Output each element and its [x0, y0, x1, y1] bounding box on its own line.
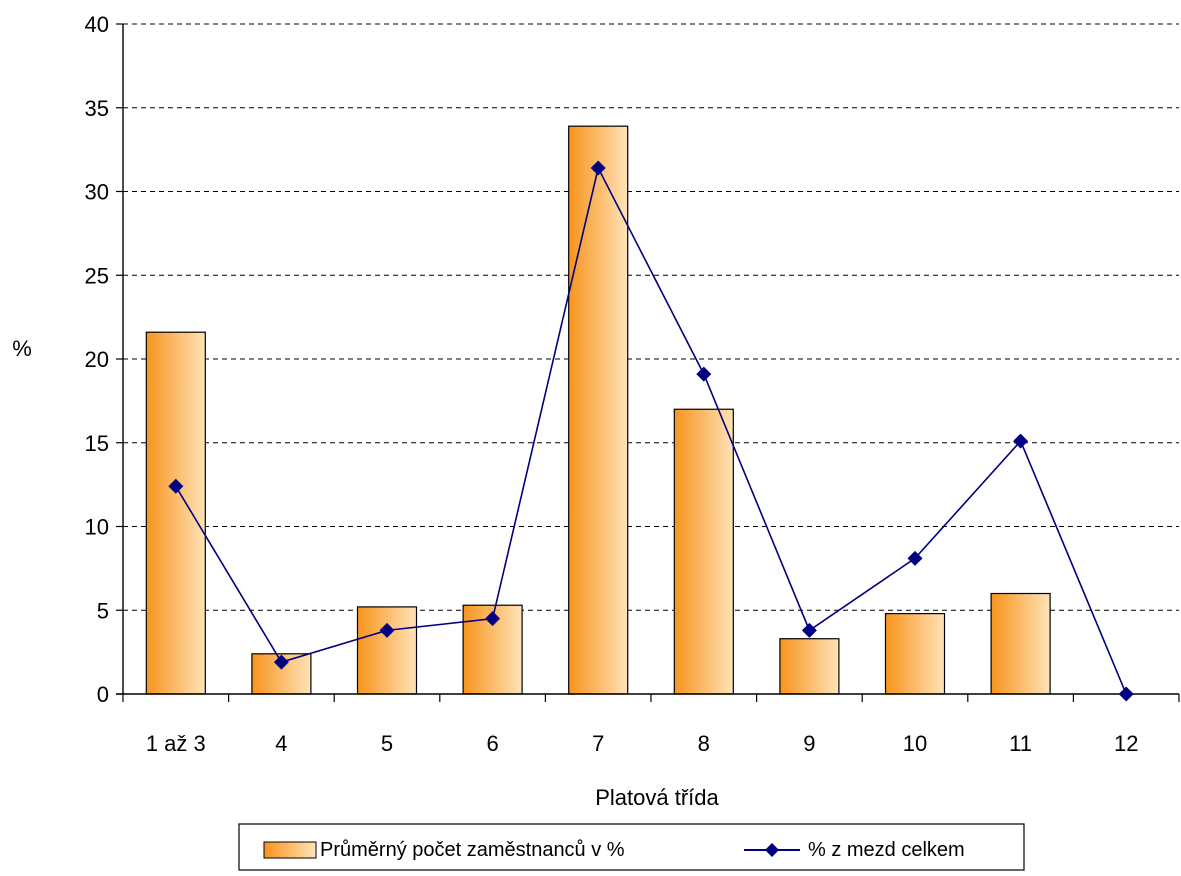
- x-tick-label: 8: [698, 731, 710, 756]
- line-point: [168, 478, 184, 494]
- legend: Průměrný počet zaměstnanců v % % z mezd …: [238, 823, 1025, 871]
- legend-line-marker-icon: [765, 843, 779, 857]
- x-tick-label: 1 až 3: [146, 731, 206, 756]
- y-tick-label: 10: [85, 515, 109, 540]
- y-tick-label: 35: [85, 96, 109, 121]
- x-tick-label: 4: [275, 731, 287, 756]
- bar: [568, 125, 629, 695]
- line-point: [801, 622, 817, 638]
- x-axis-label: Platová třída: [595, 785, 719, 810]
- bar: [990, 592, 1051, 695]
- y-axis-label: %: [12, 336, 32, 361]
- x-tick-label: 10: [903, 731, 927, 756]
- line-point: [696, 366, 712, 382]
- line-point: [379, 622, 395, 638]
- axes: 0 5 10 15 20 25 30 35 40 1 až 3 4 5 6 7 8 9 10 11 12: [85, 12, 1180, 756]
- line-point: [1118, 686, 1134, 702]
- bar: [884, 612, 946, 695]
- bar: [145, 331, 206, 695]
- y-tick-label: 0: [97, 682, 109, 707]
- x-tick-label: 12: [1114, 731, 1138, 756]
- x-tick-label: 5: [381, 731, 393, 756]
- x-tick-label: 6: [486, 731, 498, 756]
- axis-labels: % Platová třída: [12, 336, 719, 810]
- y-tick-label: 15: [85, 431, 109, 456]
- line-point: [1013, 433, 1029, 449]
- bar-series: [145, 125, 1051, 695]
- legend-box: [238, 823, 1025, 871]
- y-tick-label: 40: [85, 12, 109, 37]
- bar: [673, 408, 734, 695]
- y-tick-label: 30: [85, 180, 109, 205]
- x-tick-label: 7: [592, 731, 604, 756]
- line-point: [590, 160, 606, 176]
- y-tick-label: 25: [85, 263, 109, 288]
- y-tick-label: 5: [97, 598, 109, 623]
- line-point: [907, 550, 923, 566]
- legend-bar-label: Průměrný počet zaměstnanců v %: [320, 839, 625, 861]
- line-point: [273, 654, 289, 670]
- grid-lines: [123, 23, 1179, 611]
- bar: [779, 638, 840, 695]
- line-point: [485, 611, 501, 627]
- bar: [356, 606, 418, 695]
- y-tick-label: 20: [85, 347, 109, 372]
- x-tick-label: 9: [803, 731, 815, 756]
- series-line: [175, 165, 1127, 695]
- legend-bar-swatch: [263, 841, 317, 859]
- legend-line-label: % z mezd celkem: [808, 839, 965, 861]
- line-series: [168, 160, 1134, 702]
- x-tick-label: 11: [1009, 731, 1032, 756]
